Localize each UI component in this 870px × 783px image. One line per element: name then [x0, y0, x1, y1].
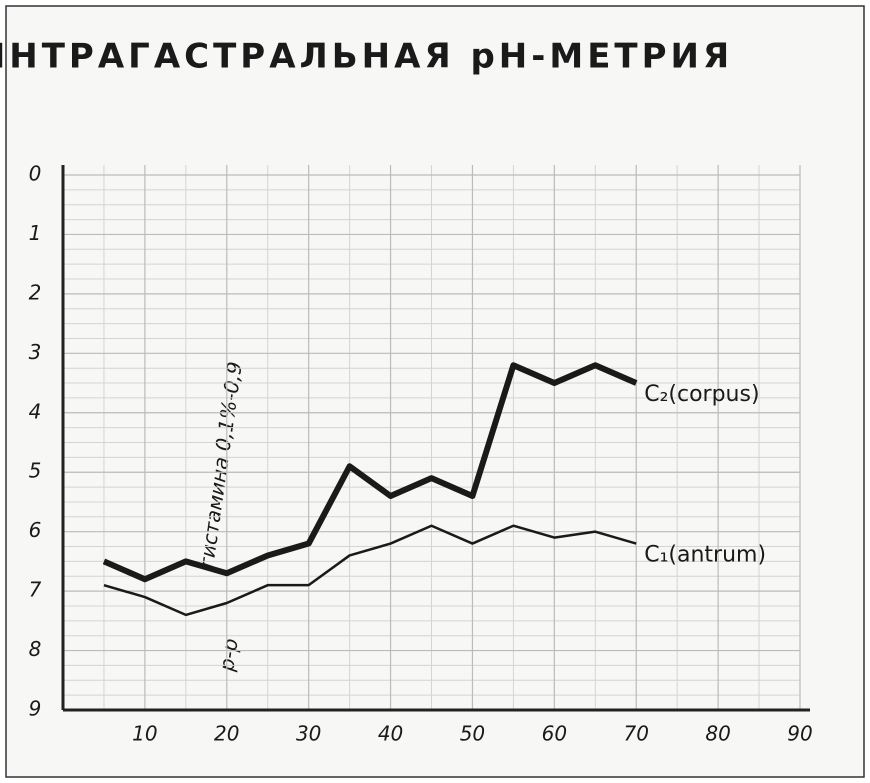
legend-label: C₁(antrum) — [644, 543, 766, 568]
y-tick-label: 0 — [29, 162, 42, 186]
x-tick-label: 10 — [132, 722, 157, 746]
x-tick-label: 30 — [296, 722, 321, 746]
x-tick-label: 90 — [787, 722, 812, 746]
x-tick-label: 40 — [378, 722, 403, 746]
y-tick-label: 6 — [29, 518, 42, 542]
x-tick-label: 20 — [214, 722, 239, 746]
x-tick-label: 80 — [705, 722, 730, 746]
y-tick-label: 8 — [29, 637, 42, 661]
x-tick-label: 50 — [460, 722, 485, 746]
y-tick-label: 7 — [29, 578, 42, 602]
y-tick-label: 5 — [29, 459, 42, 483]
chart: ИНТРАГАСТРАЛЬНАЯ рН-МЕТРИЯ гистамина 0,1… — [0, 0, 870, 783]
y-tick-label: 2 — [29, 280, 42, 304]
y-tick-label: 3 — [29, 340, 42, 364]
legend-label: C₂(corpus) — [644, 382, 759, 407]
x-tick-label: 70 — [623, 722, 648, 746]
x-tick-label: 60 — [542, 722, 567, 746]
annotation: р-р — [214, 637, 242, 674]
y-tick-label: 9 — [29, 697, 42, 721]
chart-title: ИНТРАГАСТРАЛЬНАЯ рН-МЕТРИЯ — [0, 37, 733, 77]
y-tick-label: 4 — [29, 399, 42, 423]
y-tick-label: 1 — [29, 221, 42, 245]
